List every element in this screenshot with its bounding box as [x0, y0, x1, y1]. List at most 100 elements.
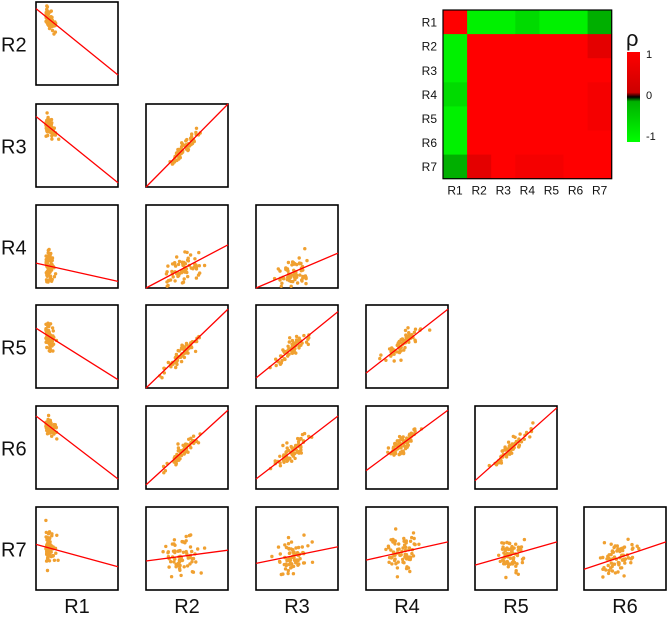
heatmap-cell: [563, 82, 588, 107]
data-point: [506, 561, 510, 565]
data-point: [284, 562, 288, 566]
data-point: [400, 437, 404, 442]
heatmap-cell: [587, 34, 613, 59]
heatmap-col-label-r6: R6: [568, 184, 584, 198]
data-point: [403, 552, 407, 557]
data-point: [277, 559, 282, 564]
data-point: [613, 571, 618, 575]
data-point: [519, 545, 524, 549]
data-point: [197, 250, 201, 255]
heatmap-cell: [443, 154, 468, 180]
heatmap-cell: [443, 58, 468, 83]
data-point: [520, 560, 525, 565]
trend-line: [35, 262, 119, 283]
data-point: [404, 335, 408, 340]
scatter-panels: [35, 1, 667, 591]
heatmap-row-label-r7: R7: [422, 160, 438, 174]
data-point: [202, 263, 207, 268]
data-point: [45, 7, 49, 12]
data-point: [169, 575, 174, 579]
data-point: [306, 544, 310, 548]
data-point: [49, 251, 53, 256]
heatmap-cell: [467, 106, 492, 131]
data-point: [394, 562, 398, 566]
data-point: [278, 278, 282, 282]
data-point: [516, 572, 520, 576]
data-point: [190, 132, 194, 136]
data-point: [48, 322, 53, 326]
panel-r4-r1: [35, 204, 119, 289]
data-point: [295, 450, 300, 454]
data-point: [167, 565, 171, 569]
data-point: [274, 357, 278, 361]
data-point: [50, 137, 54, 141]
data-point: [397, 542, 401, 546]
data-point: [295, 281, 300, 285]
data-point: [626, 537, 630, 541]
data-point: [188, 555, 192, 560]
data-point: [610, 569, 615, 573]
heatmap-cell: [491, 34, 516, 59]
data-point: [399, 358, 403, 362]
data-point: [49, 131, 54, 135]
correlation-heatmap: R1 R2 R3 R4 R5 R6 R7 R1 R2 R3 R4 R5 R6 R7: [422, 9, 613, 198]
data-point: [291, 550, 296, 555]
data-point: [194, 276, 199, 280]
data-point: [506, 440, 511, 444]
panel-r4-r3: [255, 204, 339, 289]
data-point: [174, 463, 178, 467]
data-point: [178, 457, 182, 461]
data-point: [288, 558, 293, 562]
row-label-r6: R6: [1, 439, 27, 461]
data-point: [196, 547, 200, 551]
data-point: [504, 546, 509, 551]
data-point: [289, 566, 293, 570]
data-point: [44, 535, 48, 539]
data-point: [50, 326, 55, 330]
data-point: [46, 324, 50, 329]
data-point: [287, 456, 291, 460]
trend-line: [145, 308, 229, 389]
heatmap-cell: [563, 10, 588, 35]
data-point: [289, 444, 293, 449]
data-point: [397, 452, 401, 457]
data-point: [173, 557, 177, 561]
data-point: [287, 448, 291, 453]
data-point: [407, 331, 411, 335]
data-point: [394, 527, 398, 531]
trend-line: [35, 543, 119, 568]
data-point: [296, 436, 300, 441]
data-point: [283, 567, 288, 571]
heatmap-cell: [467, 130, 492, 155]
panel-r7-r5: [474, 506, 558, 591]
data-point: [280, 358, 284, 363]
data-point: [289, 284, 293, 288]
data-point: [522, 437, 526, 441]
data-point: [278, 552, 282, 556]
data-point: [286, 571, 290, 576]
data-point: [299, 448, 303, 452]
data-point: [300, 432, 305, 437]
data-point: [189, 345, 193, 349]
data-point: [48, 339, 53, 343]
data-point: [286, 269, 290, 273]
data-point: [175, 255, 179, 259]
data-point: [46, 266, 51, 270]
heatmap-cell: [515, 82, 540, 107]
data-point: [294, 560, 298, 564]
data-point: [179, 355, 183, 359]
data-point: [398, 553, 402, 557]
data-point: [281, 443, 285, 448]
data-point: [185, 564, 190, 568]
data-point: [46, 251, 50, 255]
data-point: [513, 435, 517, 439]
data-point: [184, 139, 188, 143]
data-point: [188, 143, 193, 147]
data-point: [281, 276, 286, 281]
heatmap-col-label-r5: R5: [544, 184, 560, 198]
data-point: [285, 441, 289, 445]
data-point: [405, 557, 409, 561]
data-point: [397, 439, 401, 443]
data-point: [501, 449, 505, 453]
data-point: [44, 518, 48, 523]
